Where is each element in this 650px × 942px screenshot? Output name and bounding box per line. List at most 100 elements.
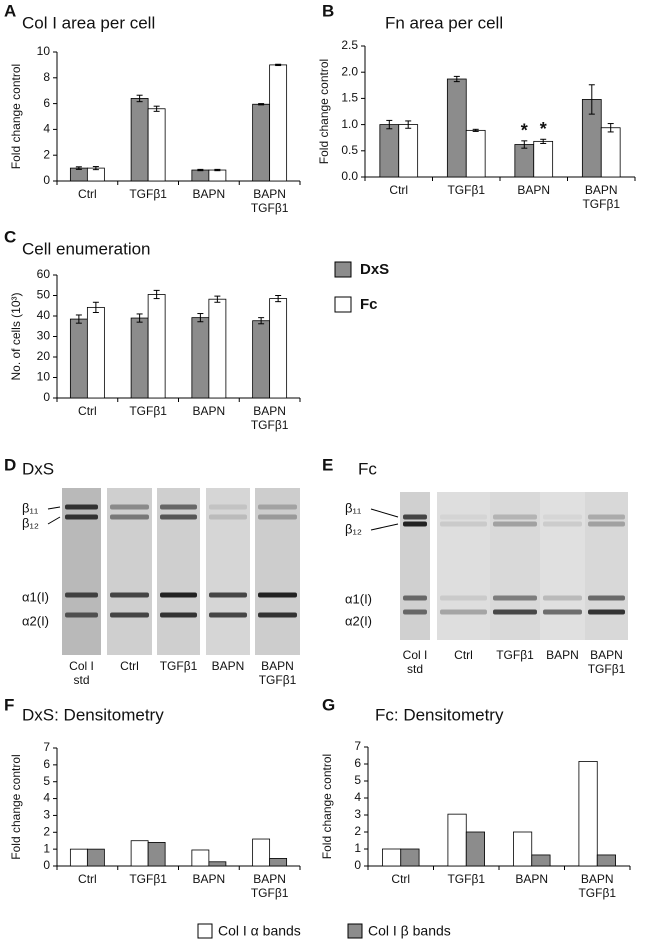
- x-tick-label: TGFβ1: [447, 183, 485, 197]
- gel-lane: [437, 492, 490, 640]
- error-bar: [405, 120, 412, 129]
- legend-swatch: [334, 261, 352, 278]
- panel-letter: D: [4, 455, 16, 474]
- x-tick-label: TGFβ1: [447, 872, 485, 886]
- bar: [596, 854, 616, 867]
- band-label: α2(I): [345, 613, 372, 628]
- bar: [147, 842, 166, 867]
- gel-band: [588, 514, 625, 520]
- y-axis-label: Fold change control: [317, 59, 331, 164]
- gel-band: [588, 609, 625, 615]
- bar: [379, 124, 400, 178]
- bar: [252, 320, 271, 399]
- panel-letter: F: [4, 695, 14, 714]
- band-label: α1(I): [22, 589, 49, 604]
- bar: [130, 98, 149, 182]
- bar: [191, 849, 210, 867]
- gel-title: DxS: [22, 459, 54, 478]
- gel-band: [258, 612, 297, 618]
- bar: [252, 103, 271, 182]
- gel-band: [440, 595, 487, 601]
- bar: [269, 858, 288, 867]
- gel-lane: [400, 492, 430, 640]
- gel-band: [209, 592, 247, 598]
- panel-letter: B: [322, 1, 334, 20]
- y-tick-label: 60: [37, 267, 51, 281]
- y-tick-label: 2: [43, 824, 50, 838]
- gel-band: [65, 612, 98, 618]
- x-tick-label: TGFβ1: [129, 872, 167, 886]
- x-tick-label: BAPN TGFβ1: [251, 404, 289, 432]
- bar: [447, 813, 467, 867]
- bar: [69, 318, 88, 399]
- panel-letter: E: [322, 455, 333, 474]
- x-tick-label: BAPN: [193, 872, 226, 886]
- bar: [191, 169, 210, 182]
- lane-label: BAPN TGFβ1: [588, 648, 626, 676]
- x-tick-label: Ctrl: [78, 404, 97, 418]
- bar: [69, 167, 88, 182]
- gel-band: [493, 521, 537, 527]
- error-bar: [453, 75, 460, 83]
- band-leader: [47, 516, 61, 525]
- bar: [269, 298, 288, 399]
- error-bar: [540, 138, 547, 144]
- gel-band: [160, 504, 197, 510]
- gel-band: [65, 592, 98, 598]
- lane-label: TGFβ1: [496, 648, 534, 662]
- x-tick-label: BAPN: [517, 183, 550, 197]
- lane-label: BAPN: [212, 659, 245, 673]
- bar: [578, 761, 598, 867]
- gel-band: [65, 514, 98, 520]
- legend-swatch: [197, 923, 213, 939]
- gel-band: [440, 521, 487, 527]
- bar: [191, 317, 210, 399]
- y-tick-label: 6: [354, 756, 361, 770]
- band-label: α2(I): [22, 613, 49, 628]
- chart-title: Fc: Densitometry: [375, 705, 504, 724]
- y-tick-label: 1.0: [341, 117, 358, 131]
- y-tick-label: 10: [37, 44, 51, 58]
- gel-lane: [107, 488, 152, 655]
- gel-band: [160, 612, 197, 618]
- legend-swatch: [347, 923, 363, 939]
- bar: [513, 831, 533, 867]
- bar: [208, 298, 227, 399]
- error-bar: [258, 317, 265, 325]
- y-tick-label: 50: [37, 288, 51, 302]
- panel-letter: G: [322, 695, 335, 714]
- chart-title: Fn area per cell: [385, 13, 503, 32]
- y-tick-label: 2: [43, 147, 50, 161]
- gel-band: [160, 514, 197, 520]
- lane-label: BAPN TGFβ1: [259, 659, 297, 687]
- band-leader: [370, 523, 399, 531]
- y-tick-label: 40: [37, 308, 51, 322]
- gel-band: [493, 514, 537, 520]
- gel-band: [403, 609, 427, 615]
- significance-label: *: [540, 119, 547, 139]
- bar: [600, 127, 621, 178]
- bar: [208, 861, 227, 867]
- bar: [130, 317, 149, 399]
- error-bar: [214, 295, 221, 303]
- error-bar: [197, 313, 204, 323]
- bar: [446, 78, 467, 178]
- gel-band: [440, 609, 487, 615]
- panel-letter: C: [4, 227, 16, 246]
- bar: [382, 848, 402, 867]
- y-tick-label: 2: [354, 824, 361, 838]
- gel-band: [543, 595, 582, 601]
- y-tick-label: 4: [43, 791, 50, 805]
- y-tick-label: 0: [43, 173, 50, 187]
- error-bar: [607, 123, 614, 133]
- gel-band: [588, 595, 625, 601]
- band-label: β₁₂: [22, 515, 39, 530]
- chart-title: Col I area per cell: [22, 13, 155, 32]
- error-bar: [275, 63, 282, 67]
- y-tick-label: 5: [43, 774, 50, 788]
- y-tick-label: 3: [43, 808, 50, 822]
- bar: [398, 124, 419, 178]
- bar: [269, 64, 288, 182]
